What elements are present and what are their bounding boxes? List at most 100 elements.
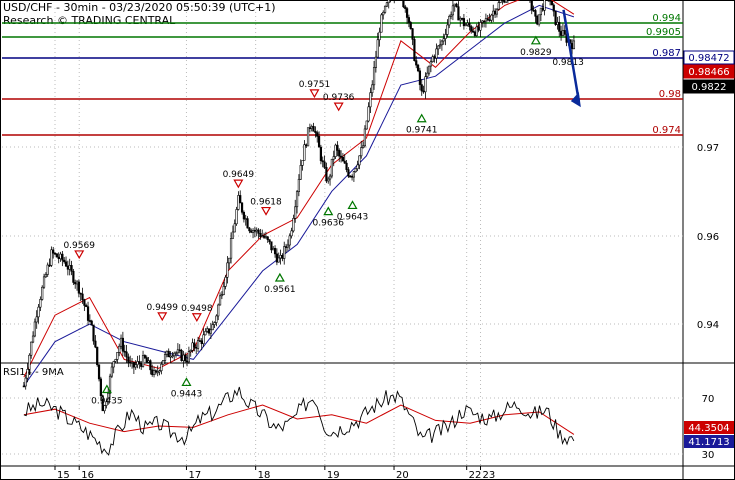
candle-body bbox=[438, 44, 442, 47]
candle-body bbox=[374, 56, 377, 68]
candle-body bbox=[103, 405, 106, 412]
candle-body bbox=[174, 352, 178, 355]
y-tick-label-0.96: 0.96 bbox=[697, 232, 719, 243]
candle-body bbox=[107, 392, 110, 402]
candle-body bbox=[204, 331, 207, 336]
swing-high-triangle bbox=[309, 89, 320, 99]
candle-body bbox=[504, 0, 508, 3]
candle-body bbox=[211, 324, 214, 331]
candle-body bbox=[409, 22, 412, 29]
candle-body bbox=[74, 282, 77, 285]
candle-body bbox=[52, 249, 55, 254]
candle-body bbox=[163, 354, 167, 361]
candle-body bbox=[402, 0, 405, 8]
price-tag-label-black: 0.9822 bbox=[692, 82, 727, 93]
candle-body bbox=[479, 22, 482, 31]
candle-body bbox=[316, 132, 319, 137]
candle-body bbox=[270, 241, 273, 251]
candle-body bbox=[81, 293, 84, 300]
swing-low-label: 0.9435 bbox=[91, 397, 123, 407]
candle-body bbox=[59, 253, 62, 260]
candle-body bbox=[99, 378, 102, 397]
candle-body bbox=[110, 366, 113, 377]
candle-body bbox=[543, 0, 546, 11]
candle-body bbox=[343, 160, 346, 164]
candle-body bbox=[416, 64, 420, 72]
candle-body bbox=[273, 248, 277, 255]
candle-body bbox=[173, 352, 176, 357]
price-tag-label-red: 0.98466 bbox=[688, 67, 729, 78]
candle-body bbox=[530, 0, 533, 11]
candle-body bbox=[162, 360, 165, 365]
y-tick-label-0.94: 0.94 bbox=[697, 320, 719, 331]
candle-body bbox=[418, 70, 422, 85]
candle-body bbox=[66, 265, 69, 270]
candle-body bbox=[468, 22, 471, 27]
candle-body bbox=[262, 235, 266, 238]
candle-body bbox=[330, 158, 333, 177]
target-label: 0.9813 bbox=[552, 58, 584, 68]
candle-body bbox=[118, 345, 121, 353]
candle-body bbox=[77, 281, 80, 294]
candle-body bbox=[420, 84, 423, 92]
candle-body bbox=[279, 255, 282, 259]
candle-body bbox=[180, 350, 183, 361]
candle-body bbox=[275, 253, 278, 263]
candle-body bbox=[482, 20, 486, 23]
candle-body bbox=[22, 385, 25, 388]
level-label-0.994: 0.994 bbox=[652, 13, 681, 24]
candle-body bbox=[570, 43, 574, 50]
candle-body bbox=[226, 262, 229, 278]
swing-low-triangle bbox=[181, 377, 192, 387]
candle-body bbox=[532, 9, 535, 12]
candle-body bbox=[297, 178, 300, 192]
swing-low-label: 0.9636 bbox=[313, 219, 345, 229]
candle-body bbox=[471, 30, 475, 33]
candle-body bbox=[332, 156, 335, 160]
candle-body bbox=[185, 360, 189, 363]
candle-body bbox=[475, 26, 478, 36]
level-label-0.987: 0.987 bbox=[652, 48, 681, 59]
x-tick-label-16: 16 bbox=[81, 470, 94, 480]
candle-body bbox=[534, 10, 537, 17]
candle-body bbox=[123, 350, 126, 353]
candle-body bbox=[426, 72, 429, 78]
x-tick-label-20: 20 bbox=[396, 470, 409, 480]
x-tick-label-22: 22 bbox=[469, 470, 482, 480]
candle-body bbox=[88, 320, 91, 322]
candle-body bbox=[220, 294, 223, 297]
candle-body bbox=[449, 14, 453, 17]
candle-body bbox=[116, 352, 119, 360]
swing-low-triangle bbox=[101, 384, 112, 394]
price-tag-box-black bbox=[683, 79, 735, 94]
candle-body bbox=[539, 7, 543, 16]
candle-body bbox=[53, 252, 57, 255]
candle-body bbox=[268, 239, 271, 243]
rsi-tag-label-red: 44.3504 bbox=[688, 423, 729, 434]
candle-body bbox=[222, 286, 225, 295]
candle-body bbox=[176, 349, 179, 354]
swing-low-label: 0.9829 bbox=[520, 48, 552, 58]
candle-body bbox=[140, 363, 143, 367]
candle-body bbox=[433, 56, 436, 59]
candle-body bbox=[347, 169, 350, 177]
candle-body bbox=[152, 370, 156, 375]
candle-body bbox=[158, 370, 161, 373]
candle-body bbox=[145, 357, 148, 363]
candle-body bbox=[413, 39, 416, 61]
candle-body bbox=[178, 349, 181, 352]
candle-body bbox=[96, 346, 99, 366]
candle-body bbox=[261, 235, 264, 238]
y-tick-label-0.97: 0.97 bbox=[697, 143, 719, 154]
candle-body bbox=[503, 0, 506, 3]
candle-body bbox=[422, 90, 425, 93]
rsi-tag-box-blue bbox=[684, 435, 734, 448]
rsi-tag-box-red bbox=[684, 421, 734, 434]
swing-high-label: 0.9499 bbox=[146, 303, 178, 313]
candle-body bbox=[448, 16, 451, 26]
candle-body bbox=[246, 218, 249, 229]
candle-body bbox=[134, 364, 137, 368]
candle-body bbox=[63, 259, 66, 263]
